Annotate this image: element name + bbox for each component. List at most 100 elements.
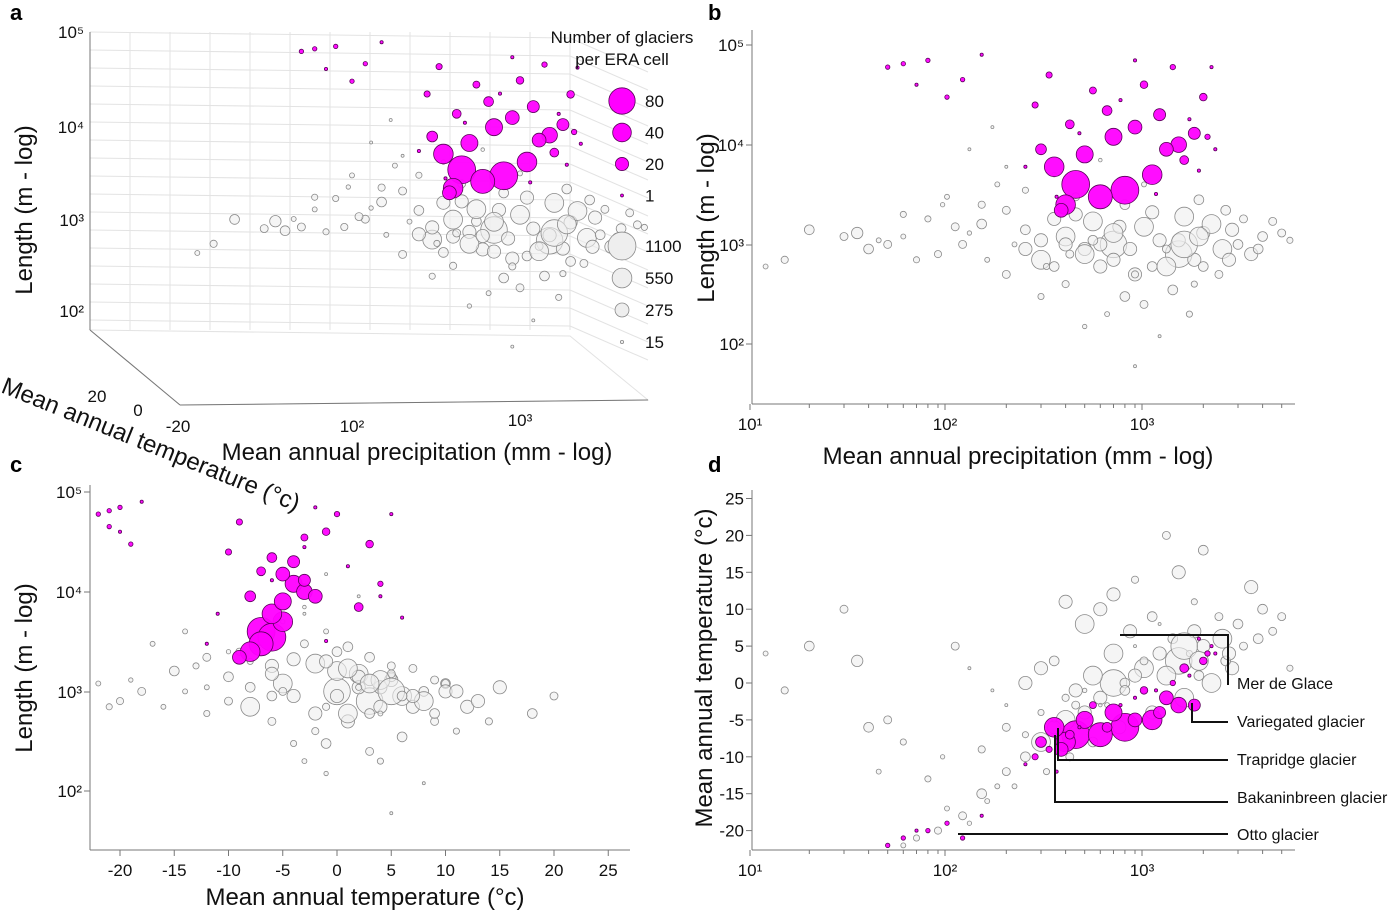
- grid-line: [569, 325, 649, 361]
- nonsurge-glacier-point: [1252, 633, 1264, 644]
- surge-glacier-point: [298, 48, 304, 55]
- nonsurge-glacier-point: [588, 210, 603, 225]
- nonsurge-glacier-point: [1185, 310, 1193, 318]
- nonsurge-glacier-point: [338, 658, 358, 679]
- nonsurge-glacier-point: [977, 745, 986, 754]
- nonsurge-glacier-point: [301, 758, 308, 764]
- surge-glacier-point: [1127, 119, 1143, 135]
- nonsurge-glacier-point: [762, 263, 769, 270]
- nonsurge-glacier-point: [466, 303, 472, 309]
- y-tick-label: 10²: [719, 335, 744, 354]
- x-tick-label: 10³: [508, 411, 533, 430]
- nonsurge-glacier-point: [579, 258, 589, 268]
- nonsurge-glacier-point: [875, 768, 882, 775]
- nonsurge-glacier-point: [1257, 231, 1268, 242]
- nonsurge-glacier-point: [364, 708, 375, 719]
- surge-glacier-point: [900, 835, 906, 841]
- y-tick-label: -15: [719, 785, 744, 804]
- nonsurge-glacier-point: [1021, 186, 1029, 194]
- nonsurge-glacier-point: [863, 243, 874, 255]
- legend-surge-marker: [608, 87, 636, 115]
- y-tick-label: 10⁴: [718, 136, 744, 155]
- nonsurge-glacier-point: [966, 820, 973, 826]
- surge-glacier-point: [1187, 117, 1192, 122]
- surge-glacier-point: [313, 505, 318, 510]
- nonsurge-glacier-point: [600, 204, 610, 214]
- panel-c-axes: -20 -15 -10 -5 0 5 10 15 20 25 10⁵ 10⁴ 10³ 10²: [56, 483, 630, 880]
- annotation-variegated: Variegated glacier: [1237, 714, 1365, 731]
- nonsurge-glacier-point: [883, 239, 893, 249]
- surge-glacier-point: [1133, 695, 1138, 700]
- nonsurge-glacier-point: [633, 220, 642, 230]
- surge-glacier-point: [266, 552, 278, 563]
- surge-glacier-point: [321, 527, 331, 536]
- nonsurge-glacier-point: [1093, 259, 1108, 274]
- surge-glacier-point: [377, 580, 384, 587]
- nonsurge-glacier-point: [286, 652, 301, 667]
- z-tick-label: 0: [133, 401, 142, 420]
- nonsurge-glacier-point: [1020, 751, 1031, 763]
- nonsurge-glacier-point: [340, 222, 349, 231]
- surge-glacier-point: [1139, 686, 1149, 695]
- nonsurge-glacier-point: [640, 223, 648, 231]
- surge-glacier-point: [497, 91, 502, 96]
- nonsurge-glacier-point: [1001, 722, 1011, 732]
- nonsurge-glacier-point: [311, 206, 318, 213]
- surge-glacier-point: [1187, 698, 1201, 712]
- panel-a-points: [194, 40, 648, 349]
- nonsurge-glacier-point: [1201, 214, 1222, 234]
- surge-glacier-point: [269, 578, 274, 583]
- grid-line: [569, 91, 649, 127]
- y-tick-label: 10⁵: [58, 23, 84, 42]
- legend-nonsurge-label: 1100: [645, 237, 682, 256]
- panel-b-points: [762, 52, 1294, 369]
- nonsurge-glacier-point: [1189, 651, 1209, 671]
- nonsurge-glacier-point: [364, 651, 375, 663]
- nonsurge-glacier-point: [391, 162, 398, 169]
- x-axis-line: [179, 399, 649, 406]
- x-tick-label: 10³: [1130, 861, 1155, 880]
- x-tick-label: 10¹: [738, 415, 763, 434]
- panel-a-x-label: Mean annual precipitation (mm - log): [222, 439, 613, 466]
- surge-glacier-point: [1065, 729, 1075, 740]
- surge-glacier-point: [944, 820, 950, 826]
- nonsurge-glacier-point: [1123, 241, 1138, 256]
- y-tick-label: 10³: [57, 683, 82, 702]
- nonsurge-glacier-point: [584, 194, 595, 206]
- x-tick-label: 20: [545, 861, 564, 880]
- surge-glacier-point: [556, 111, 561, 116]
- surge-glacier-point: [1213, 147, 1218, 152]
- nonsurge-glacier-point: [1071, 700, 1081, 710]
- y-tick-label: 10²: [57, 782, 82, 801]
- surge-glacier-point: [483, 96, 494, 107]
- surge-glacier-point: [117, 504, 123, 510]
- nonsurge-glacier-point: [194, 250, 201, 256]
- z-axis-line: [89, 329, 181, 406]
- nonsurge-glacier-point: [1201, 673, 1222, 693]
- surge-glacier-point: [1104, 703, 1123, 722]
- nonsurge-glacier-point: [1083, 665, 1103, 686]
- nonsurge-glacier-point: [311, 193, 319, 201]
- nonsurge-glacier-point: [556, 214, 577, 235]
- nonsurge-glacier-point: [780, 255, 789, 264]
- nonsurge-glacier-point: [240, 696, 261, 717]
- nonsurge-glacier-point: [308, 706, 323, 721]
- nonsurge-glacier-point: [1098, 702, 1103, 708]
- surge-glacier-point: [400, 615, 405, 620]
- surge-glacier-point: [1187, 126, 1201, 140]
- nonsurge-glacier-point: [1157, 622, 1162, 626]
- nonsurge-glacier-point: [302, 611, 307, 616]
- nonsurge-glacier-point: [1048, 655, 1060, 667]
- nonsurge-glacier-point: [1037, 292, 1045, 300]
- grid-line: [569, 163, 649, 199]
- surge-glacier-point: [504, 110, 520, 125]
- nonsurge-glacier-point: [990, 125, 995, 129]
- panel-d-points: [762, 531, 1294, 849]
- surge-glacier-point: [1101, 105, 1113, 116]
- grid-line: [569, 37, 649, 73]
- nonsurge-glacier-point: [924, 215, 932, 223]
- nonsurge-glacier-point: [934, 826, 943, 835]
- panel-letter-d: d: [708, 452, 721, 477]
- nonsurge-glacier-point: [555, 293, 563, 301]
- nonsurge-glacier-point: [225, 649, 232, 655]
